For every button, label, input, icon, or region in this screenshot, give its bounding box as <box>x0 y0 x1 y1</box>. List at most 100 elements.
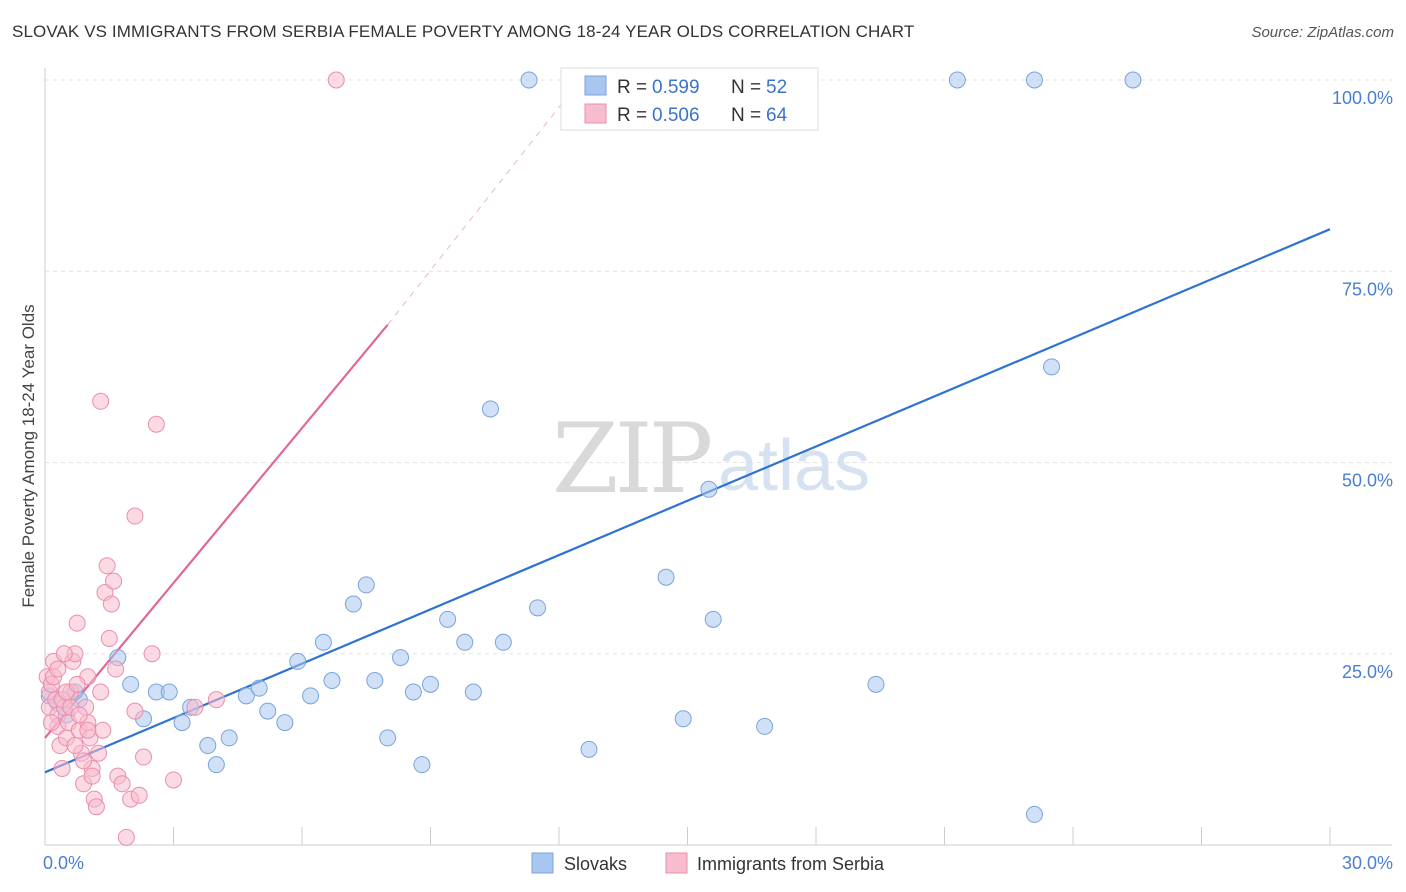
point-serbia-37 <box>113 775 131 793</box>
point-slovaks-6 <box>122 675 140 693</box>
point-slovaks-31 <box>439 610 457 628</box>
point-serbia-26 <box>87 798 105 816</box>
legend-r-label-serbia: R = <box>617 105 647 126</box>
point-slovaks-25 <box>366 672 384 690</box>
legend-n-value-serbia: 64 <box>766 105 788 126</box>
watermark: ZIP atlas <box>552 403 870 515</box>
point-slovaks-29 <box>413 756 431 774</box>
point-serbia-58 <box>75 752 93 770</box>
point-slovaks-46 <box>867 675 885 693</box>
point-serbia-48 <box>207 691 225 709</box>
point-slovaks-51 <box>1124 71 1142 89</box>
point-serbia-38 <box>117 828 135 846</box>
point-serbia-27 <box>90 744 108 762</box>
point-slovaks-45 <box>756 717 774 735</box>
watermark-atlas: atlas <box>718 426 870 506</box>
point-slovaks-41 <box>700 480 718 498</box>
axes <box>44 68 1392 846</box>
bottom-legend-swatch-slovaks <box>531 852 554 874</box>
trend-line-slovaks <box>44 228 1331 774</box>
point-serbia-57 <box>66 737 84 755</box>
point-slovaks-20 <box>302 687 320 705</box>
point-slovaks-34 <box>481 400 499 418</box>
point-slovaks-17 <box>259 702 277 720</box>
point-serbia-33 <box>102 595 120 613</box>
bottom-legend: Slovaks Immigrants from Serbia <box>531 852 885 874</box>
point-serbia-41 <box>126 507 144 525</box>
point-serbia-45 <box>147 415 165 433</box>
point-serbia-40 <box>126 702 144 720</box>
point-slovaks-26 <box>379 729 397 747</box>
point-serbia-47 <box>186 698 204 716</box>
point-slovaks-19 <box>289 652 307 670</box>
point-serbia-44 <box>143 645 161 663</box>
point-serbia-35 <box>107 660 125 678</box>
point-serbia-63 <box>68 675 86 693</box>
source-label: Source: ZipAtlas.com <box>1251 24 1394 41</box>
trend-line-serbia <box>44 324 389 739</box>
legend-r-label-slovaks: R = <box>617 77 647 98</box>
point-slovaks-33 <box>464 683 482 701</box>
legend-swatch-slovaks <box>584 75 607 96</box>
y-tick-label-2: 75.0% <box>1342 279 1393 299</box>
point-serbia-55 <box>49 660 67 678</box>
point-serbia-42 <box>130 786 148 804</box>
point-slovaks-37 <box>529 599 547 617</box>
point-serbia-49 <box>327 71 345 89</box>
point-slovaks-14 <box>220 729 238 747</box>
point-slovaks-15 <box>237 687 255 705</box>
point-slovaks-49 <box>1025 71 1043 89</box>
point-slovaks-28 <box>404 683 422 701</box>
point-slovaks-39 <box>657 568 675 586</box>
point-slovaks-9 <box>160 683 178 701</box>
point-serbia-54 <box>79 721 97 739</box>
point-serbia-59 <box>83 767 101 785</box>
tick-labels: 25.0% 50.0% 75.0% 100.0% 0.0% 30.0% <box>43 88 1393 873</box>
point-slovaks-47 <box>948 71 966 89</box>
point-serbia-43 <box>135 748 153 766</box>
point-serbia-60 <box>92 683 110 701</box>
legend-box: R = 0.599 N = 52 R = 0.506 N = 64 <box>560 67 819 131</box>
data-points <box>38 71 1142 846</box>
legend-swatch-serbia <box>584 103 607 124</box>
point-slovaks-21 <box>314 633 332 651</box>
point-serbia-29 <box>94 721 112 739</box>
point-slovaks-16 <box>250 679 268 697</box>
legend-r-value-slovaks: 0.599 <box>652 77 700 98</box>
point-slovaks-27 <box>392 649 410 667</box>
point-slovaks-10 <box>173 714 191 732</box>
point-slovaks-12 <box>199 737 217 755</box>
point-serbia-53 <box>70 706 88 724</box>
y-tick-label-1: 50.0% <box>1342 471 1393 491</box>
point-slovaks-18 <box>276 714 294 732</box>
y-tick-label-3: 100.0% <box>1332 88 1393 108</box>
point-serbia-34 <box>105 572 123 590</box>
point-slovaks-50 <box>1043 358 1061 376</box>
point-serbia-28 <box>92 392 110 410</box>
x-tick-label-1: 30.0% <box>1342 853 1393 873</box>
trend-line-serbia-extension <box>387 79 581 326</box>
point-slovaks-42 <box>704 610 722 628</box>
legend-r-value-serbia: 0.506 <box>652 105 700 126</box>
legend-n-label-serbia: N = <box>731 105 761 126</box>
x-tick-label-0: 0.0% <box>43 853 84 873</box>
legend-n-label-slovaks: N = <box>731 77 761 98</box>
point-serbia-9 <box>53 760 71 777</box>
point-slovaks-36 <box>520 71 538 89</box>
chart-title: SLOVAK VS IMMIGRANTS FROM SERBIA FEMALE … <box>12 22 915 41</box>
point-serbia-32 <box>100 629 118 647</box>
point-slovaks-40 <box>674 710 692 728</box>
point-serbia-31 <box>98 557 116 575</box>
point-slovaks-38 <box>580 740 598 758</box>
grid-lines <box>45 79 1392 655</box>
point-slovaks-30 <box>422 675 439 693</box>
point-slovaks-32 <box>456 633 474 651</box>
point-serbia-61 <box>42 714 60 732</box>
y-tick-label-0: 25.0% <box>1342 662 1393 682</box>
point-slovaks-23 <box>344 595 362 613</box>
watermark-zip: ZIP <box>552 403 711 515</box>
point-slovaks-13 <box>207 756 225 774</box>
point-slovaks-24 <box>357 576 375 594</box>
y-axis-label: Female Poverty Among 18-24 Year Olds <box>19 304 38 607</box>
